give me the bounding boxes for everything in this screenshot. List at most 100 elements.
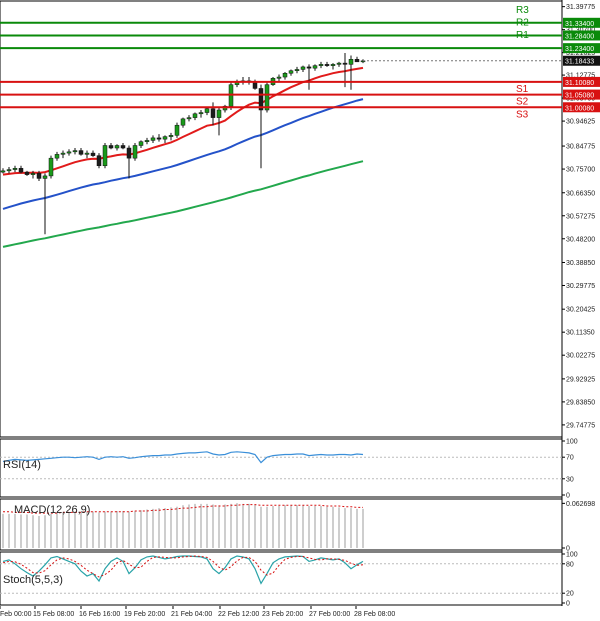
r1-price-tag xyxy=(563,43,600,54)
macd-histogram xyxy=(2,503,364,548)
candle-body-up xyxy=(282,72,288,78)
candle-body-up xyxy=(12,168,18,170)
price-tick-label: 30.11350 xyxy=(566,330,595,337)
macd-tick-label: 0 xyxy=(566,546,570,553)
candle-body-down xyxy=(120,145,126,149)
main-panel-frame xyxy=(0,0,563,438)
r1-level-label: R1 xyxy=(516,30,529,41)
rsi-tick-label: 0 xyxy=(566,493,570,500)
stoch-panel-frame xyxy=(0,551,563,606)
time-label: 22 Feb 12:00 xyxy=(218,611,259,618)
macd-panel-frame xyxy=(0,498,563,551)
rsi-line xyxy=(2,451,364,464)
time-label: 19 Feb 20:00 xyxy=(124,611,165,618)
rsi-tick-label: 70 xyxy=(566,455,574,462)
current-price-tag xyxy=(563,55,600,66)
candle-body-up xyxy=(288,70,294,74)
candle-body-down xyxy=(108,145,114,149)
s2-level-label: S2 xyxy=(516,97,529,108)
candle-body-up xyxy=(198,112,204,115)
candle-body-up xyxy=(150,137,156,141)
candle-body-up xyxy=(186,117,192,120)
candle-body-up xyxy=(84,152,90,155)
time-label: 27 Feb 00:00 xyxy=(309,611,350,618)
candle-body-up xyxy=(72,150,78,153)
price-tick-label: 30.29775 xyxy=(566,283,595,290)
macd-tick-label: 0.062698 xyxy=(566,501,595,508)
candle-body-up xyxy=(6,169,12,172)
r3-level-label: R3 xyxy=(516,5,529,16)
s1-price-tag xyxy=(563,76,600,87)
candle-body-down xyxy=(24,171,30,175)
r2-price-tag-text: 31.28400 xyxy=(565,33,594,40)
candle-body-up xyxy=(138,141,144,146)
candle-body-up xyxy=(102,145,108,167)
candle-body-up xyxy=(132,145,138,159)
s2-price-tag xyxy=(563,89,600,100)
time-label: 16 Feb 16:00 xyxy=(79,611,120,618)
price-tick-label: 29.92925 xyxy=(566,376,595,383)
rsi-tick-label: 100 xyxy=(566,439,578,446)
candle-body-up xyxy=(330,64,336,66)
candle-body-up xyxy=(114,145,120,149)
candle-body-down xyxy=(96,155,102,167)
rsi-label: RSI(14) xyxy=(3,459,41,471)
candle-body-up xyxy=(204,108,210,113)
price-tick-label: 29.83850 xyxy=(566,399,595,406)
price-tick-label: 31.39775 xyxy=(566,4,595,11)
time-label: 28 Feb 08:00 xyxy=(354,611,395,618)
rsi-panel-frame xyxy=(0,438,563,498)
s3-level-label: S3 xyxy=(516,109,529,120)
candle-body-up xyxy=(180,118,186,126)
pivot-levels: R3 31.33400 R2 31.28400 R1 31.23400 S1 31.10080… xyxy=(0,5,600,120)
macd-label: MACD(12,26,9) xyxy=(14,504,90,516)
candle-body-up xyxy=(48,157,54,177)
price-axis: 31.3977531.3070031.2162531.1277531.03700… xyxy=(562,4,595,429)
candle-body-up xyxy=(60,152,66,155)
s3-price-tag-text: 31.00080 xyxy=(565,105,594,112)
price-tick-label: 30.57275 xyxy=(566,213,595,220)
r2-price-tag xyxy=(563,30,600,41)
candle-body-down xyxy=(354,59,360,63)
candle-body-up xyxy=(192,113,198,118)
s1-price-tag-text: 31.10080 xyxy=(565,80,594,87)
stoch-signal-line xyxy=(2,555,364,578)
ma-slow-line xyxy=(2,160,364,248)
candle-body-down xyxy=(324,64,330,66)
r2-level-label: R2 xyxy=(516,17,529,28)
candle-body-up xyxy=(312,65,318,69)
rsi-tick-label: 30 xyxy=(566,476,574,483)
price-tick-label: 31.21625 xyxy=(566,50,595,57)
candle-body-up xyxy=(174,124,180,136)
r3-price-tag-text: 31.33400 xyxy=(565,21,594,28)
candle-body-up xyxy=(336,62,342,65)
candle-body-up xyxy=(318,64,324,66)
price-tick-label: 31.12775 xyxy=(566,73,595,80)
price-tick-label: 30.20425 xyxy=(566,307,595,314)
price-tick-label: 29.74775 xyxy=(566,422,595,429)
candle-body-up xyxy=(168,135,174,137)
candle-body-up xyxy=(42,175,48,179)
candle-body-down xyxy=(126,147,132,159)
price-tick-label: 30.94625 xyxy=(566,119,595,126)
candle-body-down xyxy=(252,81,258,89)
candle-body-down xyxy=(258,88,264,111)
candle-body-up xyxy=(300,66,306,70)
r3-price-tag xyxy=(563,17,600,28)
price-tick-label: 30.84775 xyxy=(566,144,595,151)
candle-body-down xyxy=(78,150,84,155)
candle-body-up xyxy=(0,170,6,173)
price-tick-label: 30.02275 xyxy=(566,353,595,360)
candle-body-up xyxy=(348,59,354,65)
candle-body-up xyxy=(276,76,282,79)
price-tick-label: 30.48200 xyxy=(566,236,595,243)
candle-body-down xyxy=(210,108,216,118)
stoch-tick-label: 80 xyxy=(566,561,574,568)
stoch-tick-label: 20 xyxy=(566,591,574,598)
macd-signal-line xyxy=(3,504,363,514)
stoch-label: Stoch(5,5,3) xyxy=(3,574,63,586)
time-label: 21 Feb 04:00 xyxy=(171,611,212,618)
candle-body-down xyxy=(342,62,348,65)
candle-body-up xyxy=(216,109,222,118)
